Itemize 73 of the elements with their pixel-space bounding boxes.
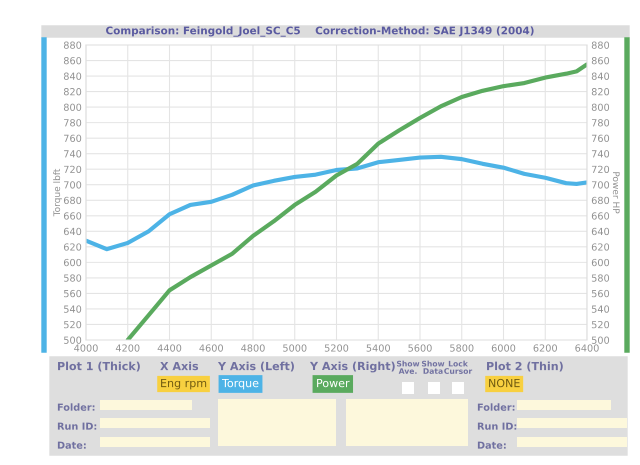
y-tick-label: 860: [64, 57, 82, 64]
text: Eng rpm: [161, 378, 206, 390]
text: Plot 1 (Thick): [58, 362, 140, 372]
y2-tick-label: 700: [592, 181, 610, 189]
chart-title: Comparison: Feingold_Joel_SC_C5 Correction-Method: SAE J1349 (2004): [106, 26, 534, 37]
y-tick-label: 760: [64, 134, 82, 142]
x-tick-label: 4200: [116, 344, 140, 352]
text: Folder:: [478, 403, 514, 411]
y2-tick-label: 860: [592, 57, 610, 64]
y-tick-label: 820: [64, 88, 82, 96]
y2-tick-label: 520: [592, 320, 610, 328]
text: Y Axis (Left): [218, 362, 294, 372]
y2-tick-label: 640: [592, 228, 610, 236]
line-series: [126, 62, 587, 340]
y-tick-label: 740: [64, 150, 82, 158]
x-tick-label: 5000: [283, 344, 306, 352]
y-tick-label: 560: [64, 290, 82, 298]
y2-tick-label: 620: [592, 243, 610, 251]
text: Y Axis (Right): [310, 362, 395, 372]
y-tick-label: 540: [64, 305, 82, 313]
y-tick-label: 700: [64, 181, 82, 189]
y2-tick-label: 660: [592, 212, 610, 220]
y2-tick-label: 560: [592, 290, 610, 298]
y-tick-label: 800: [64, 104, 82, 111]
y2-tick-label: 740: [592, 150, 610, 158]
text: X Axis: [160, 362, 198, 370]
text: Power: [317, 378, 350, 388]
y-tick-label: 840: [64, 72, 82, 80]
y-tick-label: 500: [64, 336, 82, 344]
x-tick-label: 5200: [324, 344, 348, 352]
text: Folder:: [58, 403, 94, 411]
x-tick-label: 5600: [408, 344, 432, 352]
x-tick-label: 4400: [158, 344, 182, 352]
y2-tick-label: 820: [592, 88, 610, 96]
y-tick-label: 600: [64, 258, 82, 266]
y2-tick-label: 840: [592, 72, 610, 80]
y2-axis-title: Power HP: [612, 172, 620, 214]
y2-tick-label: 680: [592, 196, 610, 204]
text: Run ID:: [58, 422, 96, 430]
x-tick-label: 5400: [366, 344, 390, 352]
x-tick-label: 4000: [74, 344, 98, 352]
text: Plot 2 (Thin): [487, 362, 563, 372]
x-tick-label: 6200: [534, 344, 557, 352]
y-tick-label: 780: [64, 119, 82, 126]
y2-tick-label: 500: [592, 336, 610, 344]
y-tick-label: 580: [64, 274, 82, 282]
y2-tick-label: 600: [592, 258, 610, 266]
x-tick-label: 6400: [575, 344, 599, 352]
text: Run ID:: [478, 422, 516, 430]
text: Date:: [478, 442, 506, 449]
y-axis-title: Torque lbft: [53, 168, 62, 216]
y-tick-label: 620: [64, 243, 82, 251]
y2-tick-label: 580: [592, 274, 610, 282]
y-tick-label: 660: [64, 212, 82, 220]
y-tick-label: 680: [64, 196, 82, 204]
text: Torque: [222, 378, 258, 390]
text: Date:: [58, 442, 86, 449]
y2-tick-label: 720: [592, 166, 610, 174]
y2-tick-label: 780: [592, 119, 610, 126]
x-tick-label: 6000: [492, 344, 516, 352]
y-tick-label: 880: [64, 41, 82, 49]
y2-tick-label: 540: [592, 305, 610, 313]
y2-tick-label: 760: [592, 134, 610, 142]
line-series: [86, 154, 587, 252]
y2-tick-label: 880: [592, 41, 610, 49]
y2-tick-label: 800: [592, 104, 610, 111]
x-tick-label: 4600: [199, 344, 223, 352]
x-tick-label: 4800: [241, 344, 265, 352]
y-tick-label: 720: [64, 166, 82, 174]
y-tick-label: 640: [64, 228, 82, 236]
x-tick-label: 5800: [450, 344, 474, 352]
y-tick-label: 520: [64, 320, 82, 328]
text: NONE: [489, 378, 520, 388]
